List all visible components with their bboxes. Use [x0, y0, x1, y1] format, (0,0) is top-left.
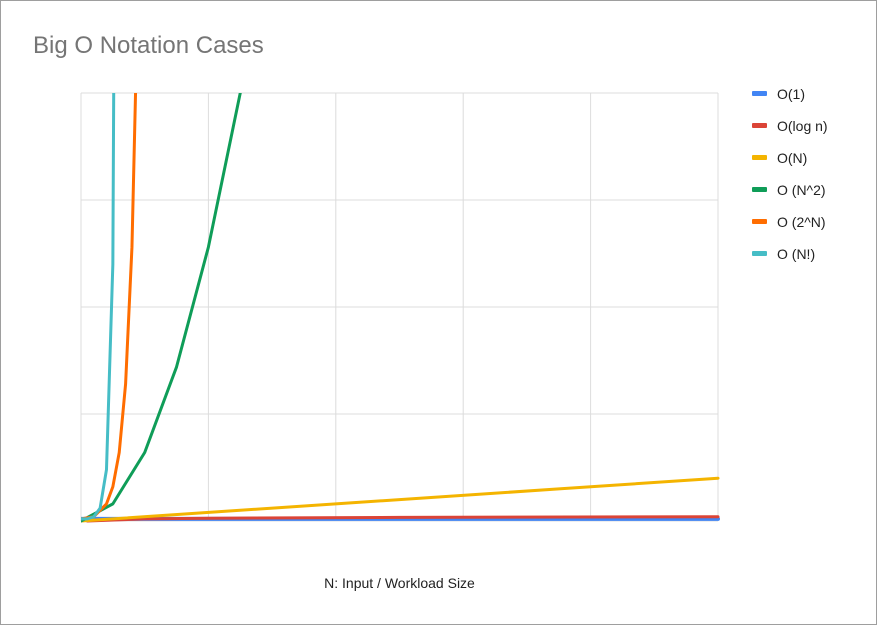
- legend-label: O(N): [777, 149, 808, 166]
- legend-label: O(log n): [777, 117, 828, 134]
- legend-item[interactable]: O (2^N): [752, 211, 867, 232]
- legend-item[interactable]: O(N): [752, 147, 867, 168]
- legend-label: O (N^2): [777, 181, 826, 198]
- legend-swatch: [752, 187, 767, 192]
- legend-swatch: [752, 123, 767, 128]
- legend-item[interactable]: O(log n): [752, 115, 867, 136]
- legend-item[interactable]: O(1): [752, 83, 867, 104]
- series-line-5: [81, 93, 138, 521]
- chart-title: Big O Notation Cases: [33, 32, 264, 59]
- legend-label: O (2^N): [777, 213, 826, 230]
- series-line-2: [85, 515, 720, 523]
- legend-swatch: [752, 91, 767, 96]
- series-line-6: [81, 93, 116, 521]
- legend-label: O (N!): [777, 245, 816, 262]
- legend-swatch: [752, 155, 767, 160]
- legend-item[interactable]: O (N^2): [752, 179, 867, 200]
- legend-label: O(1): [777, 85, 805, 102]
- legend-swatch: [752, 251, 767, 256]
- legend-swatch: [752, 219, 767, 224]
- legend: O(1) O(log n) O(N) O (N^2) O (2^N) O (N!): [752, 83, 867, 275]
- legend-item[interactable]: O (N!): [752, 243, 867, 264]
- series-line-4: [81, 93, 242, 523]
- series-line-3: [81, 476, 720, 523]
- x-axis-label: N: Input / Workload Size: [324, 575, 475, 591]
